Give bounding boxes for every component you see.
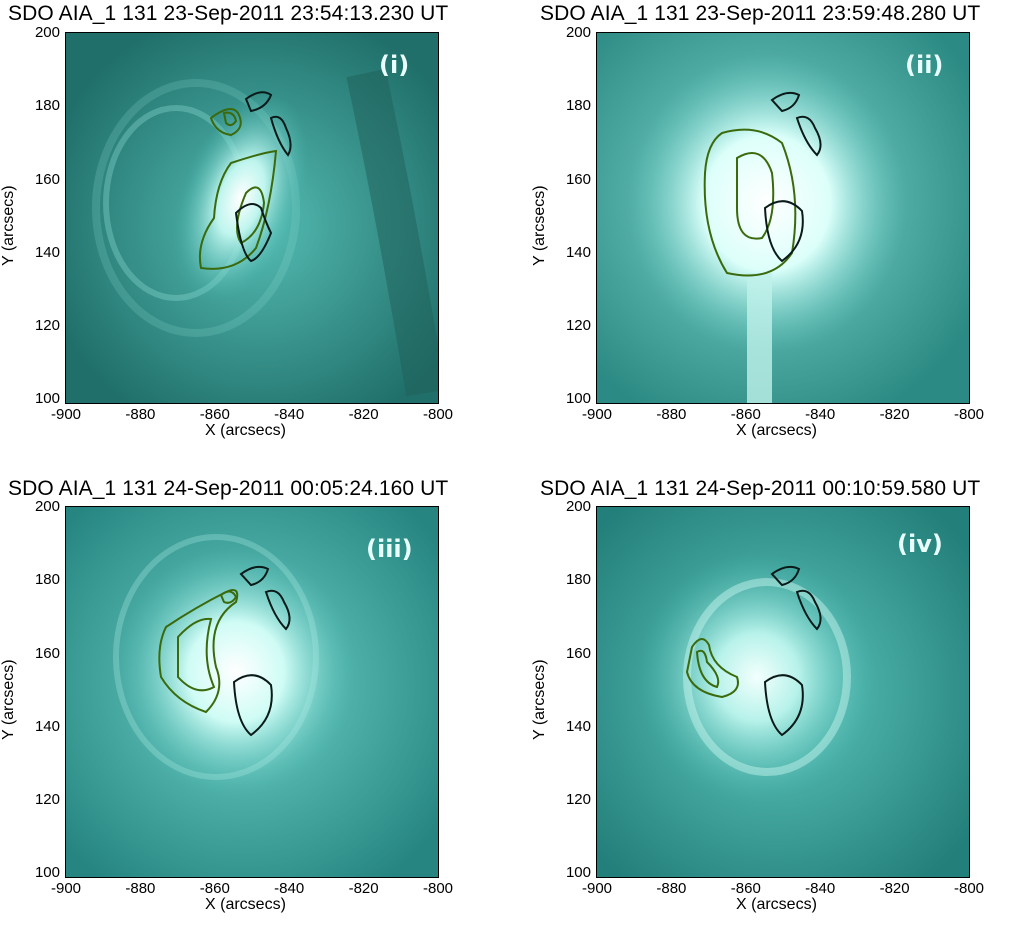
black-contour: [239, 565, 270, 587]
x-tick-label: -840: [805, 880, 836, 897]
x-axis-label: X (arcsecs): [736, 896, 817, 913]
x-tick-label: -880: [656, 406, 687, 423]
y-tick-label: 120: [565, 791, 591, 809]
x-tick-label: -860: [730, 880, 761, 897]
x-tick-label: -880: [125, 880, 156, 897]
panel-label: (iv): [897, 530, 943, 558]
black-contour: [795, 589, 822, 631]
x-tick-label: -840: [274, 880, 305, 897]
black-contour: [264, 589, 291, 631]
x-tick-label: -820: [879, 880, 910, 897]
black-contour: [763, 200, 804, 263]
y-tick-label: 180: [34, 97, 60, 115]
x-axis-label: X (arcsecs): [205, 422, 286, 439]
image-canvas: (iv): [597, 507, 969, 877]
green-contour: [685, 638, 739, 699]
x-tick-label: -880: [125, 406, 156, 423]
image-canvas: (i): [66, 33, 438, 403]
black-contour: [763, 674, 804, 737]
y-axis-label: Y (arcsecs): [531, 185, 548, 266]
green-contour: [736, 152, 775, 240]
green-contour: [209, 108, 242, 137]
y-tick-label: 160: [34, 644, 60, 662]
y-tick-label: 100: [565, 864, 591, 882]
y-tick-label: 140: [565, 243, 591, 261]
black-contour: [232, 674, 273, 737]
panel-title: SDO AIA_1 131 23-Sep-2011 23:59:48.280 U…: [540, 2, 981, 25]
x-tick-label: -900: [50, 406, 82, 423]
x-tick-label: -820: [348, 406, 379, 423]
x-tick-label: -860: [199, 406, 230, 423]
y-tick-label: 100: [565, 390, 591, 408]
panel-title: SDO AIA_1 131 24-Sep-2011 00:10:59.580 U…: [540, 477, 981, 500]
y-tick-label: 100: [34, 390, 60, 408]
y-axis-label: Y (arcsecs): [0, 659, 17, 740]
y-tick-label: 200: [565, 498, 591, 515]
y-tick-label: 200: [565, 24, 591, 41]
y-axis-label: Y (arcsecs): [531, 659, 548, 740]
panel-title: SDO AIA_1 131 23-Sep-2011 23:54:13.230 U…: [8, 2, 449, 25]
y-tick-label: 200: [34, 498, 60, 515]
solar-image: (i): [66, 33, 438, 403]
green-contour: [177, 617, 216, 692]
y-tick-label: 120: [565, 317, 591, 335]
image-canvas: (ii): [597, 33, 969, 403]
x-tick-label: -900: [581, 880, 613, 897]
x-tick-label: -860: [199, 880, 230, 897]
x-axis-label: X (arcsecs): [205, 896, 286, 913]
y-tick-label: 180: [34, 571, 60, 589]
image-canvas: (iii): [66, 507, 438, 877]
y-tick-label: 140: [565, 717, 591, 735]
green-contour: [219, 590, 238, 604]
black-contour: [770, 565, 801, 587]
solar-image: (iii): [66, 507, 438, 877]
x-tick-label: -900: [581, 406, 613, 423]
green-contour: [198, 149, 278, 270]
panel-title: SDO AIA_1 131 24-Sep-2011 00:05:24.160 U…: [8, 477, 449, 500]
y-tick-label: 120: [34, 317, 60, 335]
panel-label: (iii): [366, 535, 413, 563]
green-contour: [695, 649, 720, 689]
y-tick-label: 100: [34, 864, 60, 882]
x-tick-label: -800: [422, 406, 454, 423]
y-tick-label: 160: [565, 170, 591, 188]
green-contour: [703, 128, 797, 277]
y-tick-label: 140: [34, 717, 60, 735]
x-tick-label: -860: [730, 406, 761, 423]
x-tick-label: -880: [656, 880, 687, 897]
y-axis-label: Y (arcsecs): [0, 185, 17, 266]
x-axis-label: X (arcsecs): [736, 422, 817, 439]
y-tick-label: 180: [565, 571, 591, 589]
solar-image: (iv): [597, 507, 969, 877]
solar-image: (ii): [597, 33, 969, 403]
x-tick-label: -820: [879, 406, 910, 423]
panel-label: (i): [379, 51, 409, 79]
black-contour: [795, 115, 822, 157]
y-tick-label: 200: [34, 24, 60, 41]
panel-label: (ii): [905, 51, 943, 79]
y-tick-label: 140: [34, 243, 60, 261]
black-contour: [269, 115, 292, 157]
x-tick-label: -820: [348, 880, 379, 897]
x-tick-label: -840: [274, 406, 305, 423]
y-tick-label: 120: [34, 791, 60, 809]
x-tick-label: -900: [50, 880, 82, 897]
x-tick-label: -840: [805, 406, 836, 423]
x-tick-label: -800: [422, 880, 454, 897]
x-tick-label: -800: [953, 880, 985, 897]
black-contour: [244, 91, 273, 113]
y-tick-label: 160: [34, 170, 60, 188]
black-contour: [234, 203, 273, 263]
black-contour: [770, 91, 801, 113]
y-tick-label: 160: [565, 644, 591, 662]
green-contour: [222, 111, 238, 127]
y-tick-label: 180: [565, 97, 591, 115]
x-tick-label: -800: [953, 406, 985, 423]
